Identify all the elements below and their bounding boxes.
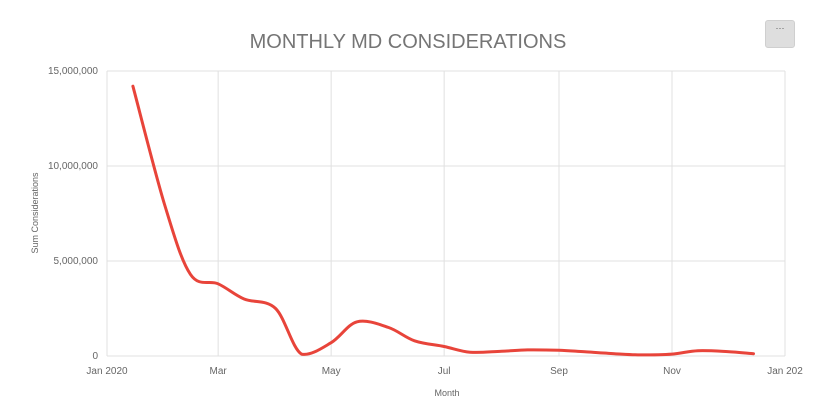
x-tick-label: Jan 202 [767,366,803,377]
y-axis-label: Sum Considerations [30,172,40,254]
series-line-0 [131,84,755,357]
x-tick-label: Nov [663,366,681,377]
y-tick-label: 10,000,000 [48,161,98,172]
series-layer [131,84,755,357]
x-tick-label: Jan 2020 [86,366,128,377]
chart-menu-button[interactable]: ··· [765,20,795,48]
x-tick-label: May [322,366,341,377]
gridlines [106,70,786,357]
x-tick-label: Mar [210,366,228,377]
y-tick-label: 5,000,000 [54,256,99,267]
chart-title: MONTHLY MD CONSIDERATIONS [250,31,567,53]
y-tick-label: 15,000,000 [48,66,98,77]
y-axis-ticks: 0 5,000,000 10,000,000 15,000,000 [48,66,99,362]
y-tick-label: 0 [92,351,98,362]
x-axis-label: Month [434,388,459,398]
x-tick-label: Jul [438,366,451,377]
x-tick-label: Sep [550,366,568,377]
x-axis-ticks: Jan 2020 Mar May Jul Sep Nov Jan 202 [86,366,803,377]
